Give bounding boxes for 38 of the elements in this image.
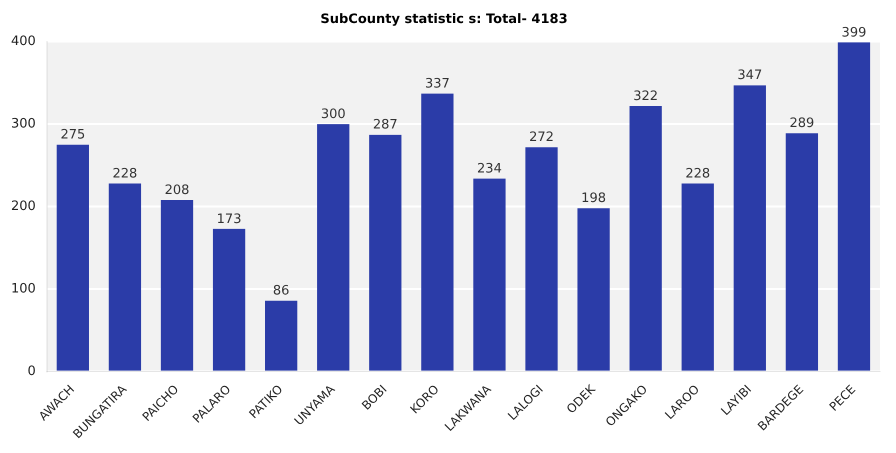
data-label: 272 [529, 130, 554, 146]
data-label: 322 [633, 88, 658, 104]
y-tick-label: 100 [10, 282, 36, 297]
bar [682, 184, 714, 371]
data-label: 300 [320, 106, 346, 122]
bar [369, 134, 402, 371]
bar [212, 228, 246, 371]
bar [108, 184, 142, 371]
data-label: 173 [216, 212, 242, 227]
data-label: 208 [164, 182, 190, 198]
bar [421, 94, 454, 371]
y-tick-label: 0 [28, 364, 36, 380]
data-label: 337 [424, 76, 450, 92]
bar [630, 106, 662, 371]
data-label: 234 [477, 161, 502, 176]
bar [838, 42, 870, 371]
bar [577, 208, 610, 371]
data-label: 347 [737, 68, 762, 84]
data-label: 228 [112, 166, 138, 182]
bar [786, 133, 818, 371]
y-tick-label: 200 [10, 199, 36, 214]
data-label: 289 [789, 116, 814, 132]
y-tick-label: 400 [10, 34, 36, 49]
bar [473, 178, 506, 371]
bar [734, 85, 766, 371]
y-tick-label: 300 [10, 116, 36, 132]
data-label: 86 [272, 284, 290, 299]
data-label: 399 [842, 25, 866, 40]
bar [525, 147, 558, 371]
data-label: 275 [60, 128, 86, 143]
bar [160, 200, 194, 371]
bar [265, 300, 298, 371]
bar [317, 124, 350, 371]
data-label: 198 [581, 191, 606, 206]
data-label: 228 [685, 166, 710, 182]
data-label: 287 [372, 118, 398, 133]
bar [56, 144, 89, 371]
chart-title: SubCounty statistic s: Total- 4183 [320, 12, 568, 28]
